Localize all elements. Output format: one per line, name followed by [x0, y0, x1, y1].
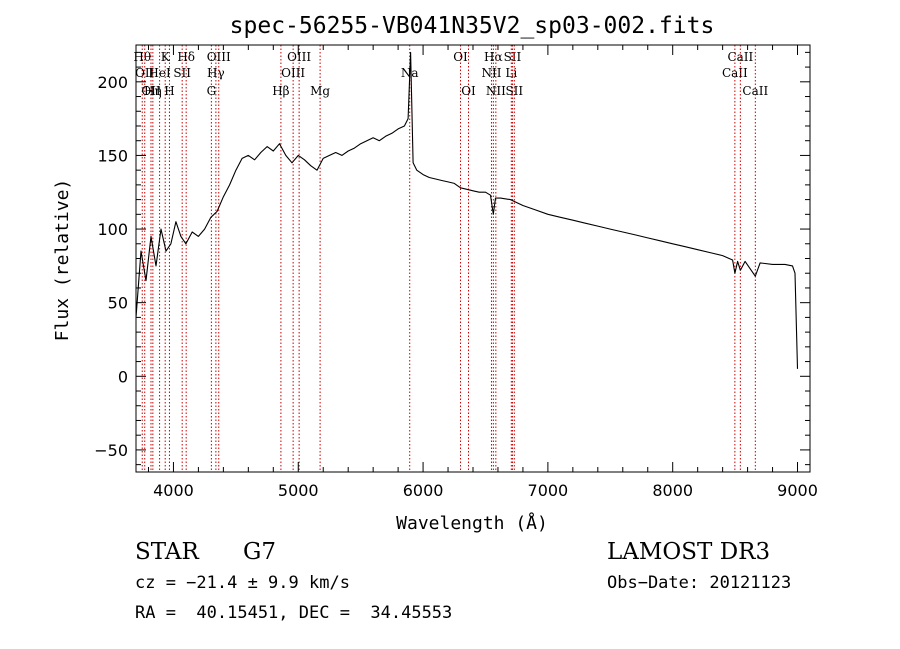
marker-label-25: CaII	[722, 66, 748, 80]
y-tick-label-1: 0	[118, 367, 128, 386]
plot-frame	[135, 44, 811, 473]
marker-label-14: OIII	[287, 50, 311, 64]
marker-label-21: NII	[486, 84, 506, 98]
marker-label-12: Hβ	[272, 84, 289, 98]
object-class: STAR	[135, 539, 199, 565]
x-tick-label-0: 4000	[153, 481, 194, 500]
y-tick-label-3: 100	[97, 220, 128, 239]
marker-label-18: OI	[461, 84, 476, 98]
marker-label-20: Hα	[484, 50, 503, 64]
x-tick-label-1: 5000	[278, 481, 319, 500]
y-tick-label-2: 50	[108, 294, 128, 313]
marker-label-9: G	[207, 84, 217, 98]
marker-label-6: H	[164, 84, 174, 98]
marker-label-19: NII	[481, 66, 501, 80]
survey-name: LAMOST DR3	[607, 539, 771, 565]
marker-label-10: Hγ	[207, 66, 225, 80]
marker-label-8: Hδ	[177, 50, 195, 64]
marker-label-27: CaII	[742, 84, 768, 98]
marker-label-7: SII	[173, 66, 191, 80]
y-tick-label-4: 150	[97, 146, 128, 165]
marker-label-2: OII	[141, 84, 161, 98]
marker-label-5: K	[161, 50, 171, 64]
marker-label-4: HeI	[148, 66, 171, 80]
series-line-0	[135, 51, 799, 369]
marker-label-0: Hθ	[133, 50, 151, 64]
axis-ticks: 4000 5000 6000 7000 8000 9000 −50 0 50 100 150 200	[94, 45, 818, 500]
marker-label-1: OII	[135, 66, 155, 80]
y-tick-label-0: −50	[94, 441, 128, 460]
object-subclass: G7	[243, 539, 277, 565]
series-group	[135, 51, 799, 369]
x-tick-label-5: 9000	[777, 481, 818, 500]
marker-label-23: SII	[504, 50, 522, 64]
marker-label-24: SII	[505, 84, 523, 98]
marker-label-13: OIII	[281, 66, 305, 80]
observation-date: Obs−Date: 20121123	[607, 573, 792, 593]
coordinates: RA = 40.15451, DEC = 34.45553	[135, 603, 453, 623]
marker-label-11: OIII	[207, 50, 231, 64]
x-tick-label-4: 8000	[652, 481, 693, 500]
x-axis-label: Wavelength (Å)	[396, 512, 548, 534]
marker-label-15: Mg	[310, 84, 330, 98]
x-tick-label-2: 6000	[403, 481, 444, 500]
marker-label-22: Li	[505, 66, 517, 80]
chart-title: spec-56255-VB041N35V2_sp03-002.fits	[230, 13, 715, 39]
marker-label-26: CaII	[727, 50, 753, 64]
y-axis-label: Flux (relative)	[52, 179, 73, 342]
marker-label-3: Hη	[144, 84, 162, 98]
y-tick-label-5: 200	[97, 73, 128, 92]
marker-label-17: OI	[453, 50, 468, 64]
spectral-line-markers: HθOIIOIIHηHeIKHSIIHδGHγOIIIHβOIIIOIIIMgN…	[133, 45, 768, 472]
x-tick-label-3: 7000	[528, 481, 569, 500]
redshift-value: cz = −21.4 ± 9.9 km/s	[135, 573, 350, 593]
